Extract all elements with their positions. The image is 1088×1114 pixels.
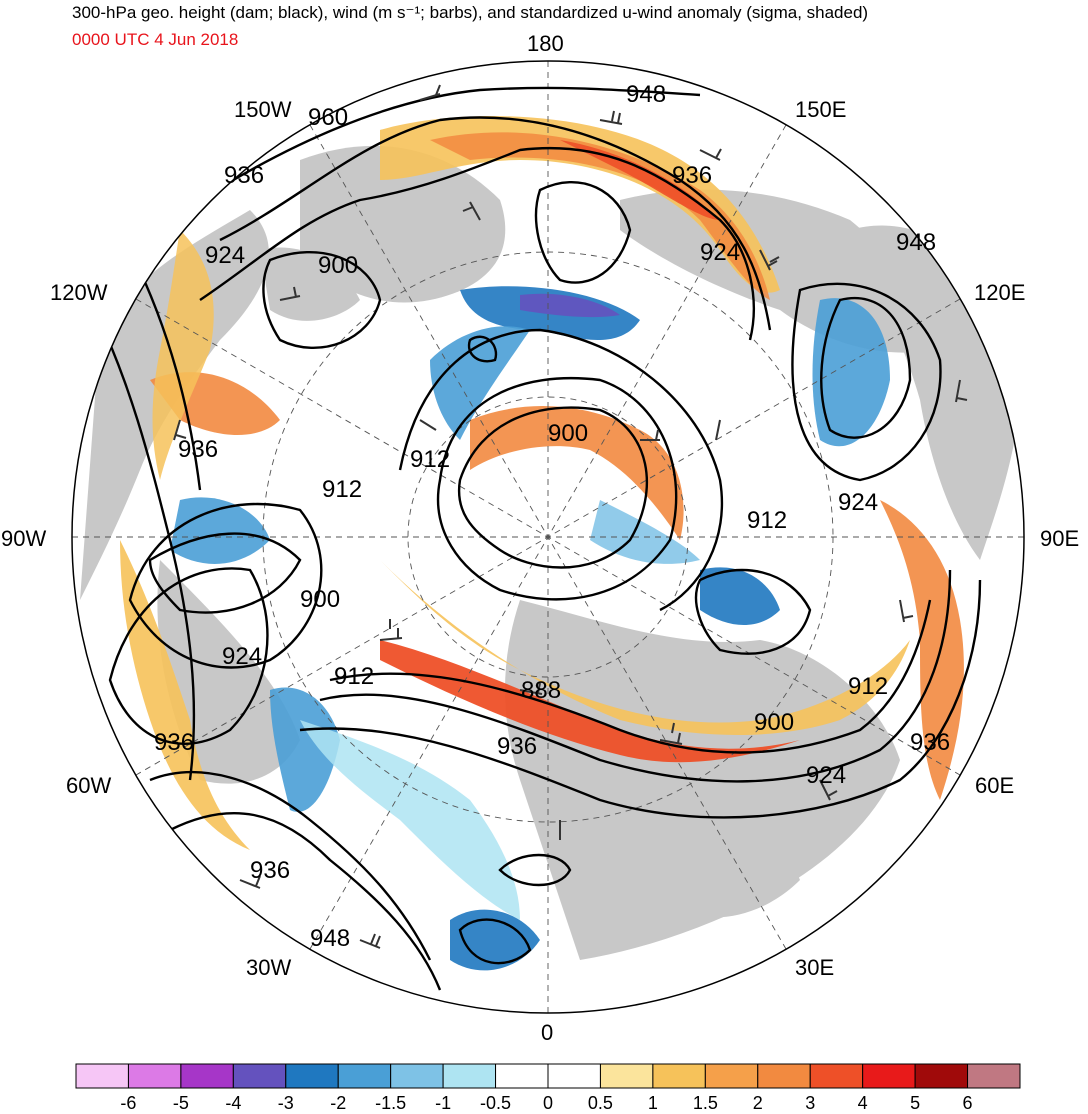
contour-label: 912 [334,663,374,690]
contour-label: 924 [205,242,245,269]
contour-label: 900 [300,586,340,613]
longitude-label-90e: 90E [1040,526,1080,551]
contour-label: 924 [222,643,262,670]
contour-label: 900 [754,709,794,736]
contour-label: 912 [747,507,787,534]
colorbar-swatch [652,1063,706,1089]
contour-label: 912 [848,673,888,700]
contour-label: 936 [910,729,950,756]
contour-label: 936 [672,162,712,189]
colorbar-tick-label: 4 [857,1093,868,1113]
contour-label: 912 [322,476,362,503]
colorbar-swatch [127,1063,182,1089]
colorbar-tick-label: -6 [120,1093,137,1113]
contour-label: 888 [521,677,561,704]
longitude-label-30e: 30E [795,955,835,980]
map-border [71,60,1025,1014]
u-wind-anomaly-shading [120,116,964,971]
colorbar-swatch [337,1063,392,1089]
colorbar-swatch [967,1063,1021,1089]
colorbar-tick-label: -1.5 [375,1093,407,1113]
colorbar-swatch [599,1063,654,1089]
colorbar-tick-label: -4 [225,1093,242,1113]
contour-label: 936 [250,857,290,884]
height-contours [88,86,982,991]
colorbar-tick-label: -3 [277,1093,294,1113]
colorbar-tick-label: -1 [435,1093,452,1113]
colorbar-swatch [862,1063,916,1089]
colorbar-swatch [547,1063,601,1089]
colorbar-swatch [390,1063,444,1089]
longitude-label-30w: 30W [246,955,292,980]
colorbar-swatch [757,1063,811,1089]
contour-label: 936 [154,729,194,756]
longitude-label-60w: 60W [66,773,112,798]
longitude-label-0: 0 [541,1020,554,1045]
contour-label: 936 [224,162,264,189]
contour-label: 924 [700,239,740,266]
colorbar-tick-label: -0.5 [480,1093,512,1113]
colorbar-swatch [285,1063,339,1089]
contour-label: 900 [548,420,588,447]
colorbar-tick-label: 0 [542,1093,554,1113]
colorbar-swatch [704,1063,759,1089]
colorbar-tick-label: 3 [805,1093,816,1113]
colorbar-swatch [180,1063,234,1089]
longitude-label-150e: 150E [795,97,847,122]
colorbar-tick-label: 1.5 [692,1093,718,1113]
longitude-label-90w: 90W [1,526,47,551]
longitude-label-180: 180 [527,31,564,56]
contour-labels: 960 948 936 936 924 900 924 948 936 912 … [154,81,950,952]
colorbar-swatch [75,1063,129,1089]
colorbar-swatch [232,1063,287,1089]
colorbar-tick-label: 5 [910,1093,921,1113]
contour-label: 948 [626,81,666,108]
contour-label: 948 [896,229,936,256]
colorbar-tick-label: -5 [172,1093,189,1113]
colorbar-tick-label: 6 [962,1093,973,1113]
contour-label: 924 [838,489,878,516]
contour-label: 912 [410,446,450,473]
colorbar-tick-label: 1 [647,1093,658,1113]
colorbar-tick-label: -2 [330,1093,347,1113]
longitude-label-60e: 60E [975,773,1015,798]
colorbar-tick-label: 0.5 [587,1093,613,1113]
contour-label: 948 [310,925,350,952]
longitude-label-120w: 120W [50,280,108,305]
colorbar-swatch [914,1063,969,1089]
colorbar-swatch [495,1063,549,1089]
longitude-label-150w: 150W [234,97,292,122]
contour-label: 960 [308,104,348,131]
contour-label: 924 [806,762,846,789]
colorbar-tick-label: 2 [752,1093,763,1113]
valid-time: 0000 UTC 4 Jun 2018 [72,30,239,49]
colorbar-swatch [809,1063,864,1089]
contour-label: 936 [497,733,537,760]
contour-label: 900 [318,252,358,279]
contour-label: 936 [178,436,218,463]
longitude-label-120e: 120E [974,280,1026,305]
figure-title: 300-hPa geo. height (dam; black), wind (… [72,3,869,22]
colorbar-swatch [442,1063,497,1089]
